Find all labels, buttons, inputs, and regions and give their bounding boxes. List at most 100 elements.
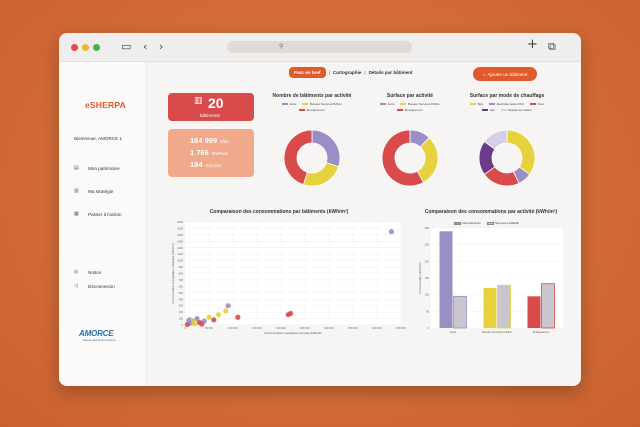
scatter-point[interactable]: [186, 317, 192, 324]
sidebar-item-notice[interactable]: ◎ Notice: [74, 269, 101, 275]
minimize-window-button[interactable]: [82, 44, 89, 51]
legend-label: Bois: [477, 102, 484, 106]
scatter-point[interactable]: [223, 308, 229, 314]
donut-slice[interactable]: [283, 129, 313, 186]
legend-item[interactable]: Autre: [282, 102, 296, 106]
donut-legend-0: Autre Bureaux Services Publics Enseignemen…: [268, 102, 356, 112]
forward-icon[interactable]: ›: [159, 40, 164, 53]
legend-item[interactable]: Bureaux Services Publics: [400, 102, 440, 106]
legend-item[interactable]: Enseignement: [299, 108, 325, 112]
bar-moyennes-ademe[interactable]: [541, 283, 555, 329]
legend-label: Réseau de chaleur: [508, 108, 532, 112]
y-tick-label: 1500: [177, 226, 183, 230]
donut-slice[interactable]: [483, 129, 508, 150]
consumption-summary-card: 164 999 €/an 1 766 MWh/an 184 tCO₂/an: [168, 129, 254, 177]
scatter-point[interactable]: [225, 303, 231, 309]
close-window-button[interactable]: [71, 44, 78, 51]
y-tick-label: 200: [179, 310, 184, 314]
bar-mes-batiments[interactable]: [439, 231, 453, 328]
co2-row: 184 tCO₂/an: [190, 160, 221, 169]
bar-mes-batiments[interactable]: [527, 296, 541, 328]
legend-label: Mes bâtiments: [462, 221, 481, 225]
legend-item[interactable]: Gaz: [482, 108, 495, 112]
sidebar-item-label: Mon patrimoine: [88, 165, 120, 171]
x-tick-label: 300 000: [324, 326, 334, 330]
y-tick-label: 600: [179, 284, 184, 288]
scatter-point[interactable]: [191, 319, 197, 325]
y-tick-label: 1300: [177, 239, 183, 243]
legend-item[interactable]: Bois: [470, 102, 483, 106]
legend-item[interactable]: Enseignement: [397, 108, 423, 112]
legend-swatch: [397, 108, 404, 112]
tab-parc-en-bref[interactable]: Parc en bref: [289, 67, 326, 78]
sidebar-item-action[interactable]: ▦ Passer à l'action: [74, 211, 122, 217]
x-tick-label: 400 000: [372, 326, 382, 330]
y-tick-label: 1100: [177, 252, 183, 256]
sidebar-item-strategie[interactable]: ▥ Ma stratégie: [74, 188, 113, 194]
legend-label: Enseignement: [306, 108, 325, 112]
legend-label: Electricité (autre PAC): [496, 102, 525, 106]
legend-label: Bureaux Services Publics: [309, 102, 342, 106]
donut-title-2: Surface par mode de chauffage: [469, 93, 545, 99]
legend-item[interactable]: Réseau de chaleur: [500, 108, 532, 112]
donut-chart-2: [478, 129, 536, 187]
sidebar-item-patrimoine[interactable]: ▤ Mon patrimoine: [74, 165, 120, 171]
bar-mes-batiments[interactable]: [483, 288, 497, 328]
bar-moyennes-ademe[interactable]: [453, 295, 467, 329]
app-logo[interactable]: eSHERPA: [85, 100, 126, 110]
building-count-card: ▥ 20 bâtiments: [168, 93, 254, 121]
legend-item[interactable]: Mes bâtiments: [454, 221, 481, 225]
sidebar-item-deconnexion[interactable]: ◁ Déconnexion: [74, 283, 115, 289]
sidebar-item-label: Passer à l'action: [88, 211, 122, 217]
back-icon[interactable]: ‹: [143, 40, 148, 53]
tab-separator: |: [328, 70, 330, 75]
tab-details-batiment[interactable]: Détails par bâtiment: [368, 70, 413, 75]
legend-swatch: [470, 102, 477, 106]
sidebar-toggle-icon[interactable]: ▭: [121, 40, 132, 53]
scatter-point[interactable]: [211, 317, 217, 323]
x-tick-label: 250 000: [300, 326, 310, 330]
scatter-point[interactable]: [206, 314, 212, 320]
legend-swatch: [489, 102, 496, 106]
x-tick-label: Bureaux Services Publics: [482, 330, 512, 334]
co2-value: 184: [190, 160, 203, 169]
legend-label: Enseignement: [404, 108, 423, 112]
new-tab-icon[interactable]: +: [527, 37, 538, 52]
legend-item[interactable]: Electricité (autre PAC): [489, 102, 524, 106]
bar-moyennes-ademe[interactable]: [497, 284, 511, 329]
donut-slice[interactable]: [381, 129, 425, 187]
legend-label: Autre: [387, 102, 395, 106]
y-tick-label: 400: [179, 297, 184, 301]
bar-chart-title: Comparaison des consommations par activi…: [424, 209, 558, 215]
scatter-point[interactable]: [194, 315, 200, 322]
scatter-point[interactable]: [285, 312, 291, 318]
tabs-overview-icon[interactable]: ⧉: [548, 40, 556, 53]
address-bar[interactable]: [227, 41, 412, 53]
x-tick-label: 100 000: [228, 326, 238, 330]
maximize-window-button[interactable]: [93, 44, 100, 51]
scatter-point[interactable]: [388, 229, 394, 235]
legend-item[interactable]: Fioul: [530, 102, 544, 106]
donut-title-0: Nombre de bâtiments par activité: [272, 93, 352, 99]
x-tick-label: Enseignement: [533, 330, 550, 334]
x-axis-label: Consommation énergétique annuelle (kWh/a…: [264, 331, 322, 335]
legend-item[interactable]: Autre: [380, 102, 394, 106]
scatter-point[interactable]: [235, 314, 241, 320]
tab-separator: |: [364, 70, 366, 75]
scatter-chart: 0 100 200 300 400 500 600 700 800 900 1000 1100 1200…: [171, 220, 406, 335]
y-tick-label: 1400: [177, 233, 183, 237]
search-icon: ⚲: [279, 43, 284, 50]
donut-legend-2: Bois Electricité (autre PAC) Fioul Gaz Résea…: [463, 102, 551, 112]
cost-value: 164 999: [190, 136, 218, 145]
legend-item[interactable]: Bureaux Services Publics: [302, 102, 342, 106]
x-tick-label: 450 000: [396, 326, 406, 330]
list-icon: ▤: [74, 165, 79, 171]
y-tick-label: 0: [428, 326, 430, 330]
legend-item[interactable]: Moyennes ADEME: [486, 221, 519, 225]
tab-cartographie[interactable]: Cartographie: [332, 70, 362, 75]
scatter-point[interactable]: [216, 312, 222, 318]
sidebar-item-label: Notice: [88, 269, 102, 275]
scatter-point[interactable]: [199, 321, 205, 327]
y-tick-label: 50: [426, 309, 429, 313]
add-building-button[interactable]: ⌂ Ajouter un bâtiment: [473, 67, 537, 81]
